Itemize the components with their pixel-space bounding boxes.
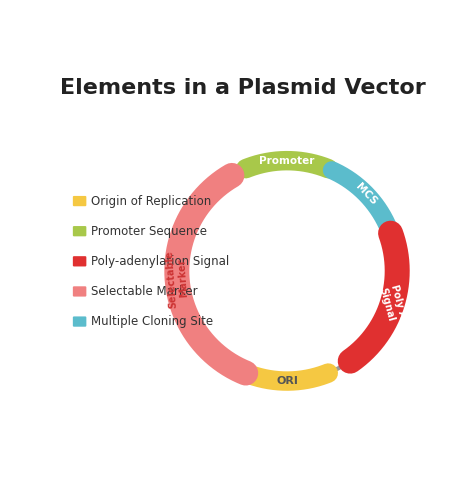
Text: MCS: MCS (354, 182, 379, 207)
FancyBboxPatch shape (73, 196, 86, 206)
Text: Elements in a Plasmid Vector: Elements in a Plasmid Vector (60, 78, 426, 98)
Text: ORI: ORI (276, 376, 298, 386)
FancyBboxPatch shape (73, 226, 86, 236)
Text: Selectable
Marker: Selectable Marker (164, 249, 190, 308)
Text: Poly-adenylation Signal: Poly-adenylation Signal (91, 255, 229, 268)
FancyBboxPatch shape (73, 286, 86, 296)
Text: Selectable Marker: Selectable Marker (91, 285, 197, 298)
Text: Multiple Cloning Site: Multiple Cloning Site (91, 315, 213, 328)
FancyBboxPatch shape (73, 316, 86, 326)
Text: Promoter Sequence: Promoter Sequence (91, 224, 207, 237)
Text: Poly A
Signal: Poly A Signal (377, 284, 407, 323)
FancyBboxPatch shape (73, 256, 86, 266)
Text: Promoter: Promoter (259, 156, 315, 166)
Text: Origin of Replication: Origin of Replication (91, 194, 211, 207)
